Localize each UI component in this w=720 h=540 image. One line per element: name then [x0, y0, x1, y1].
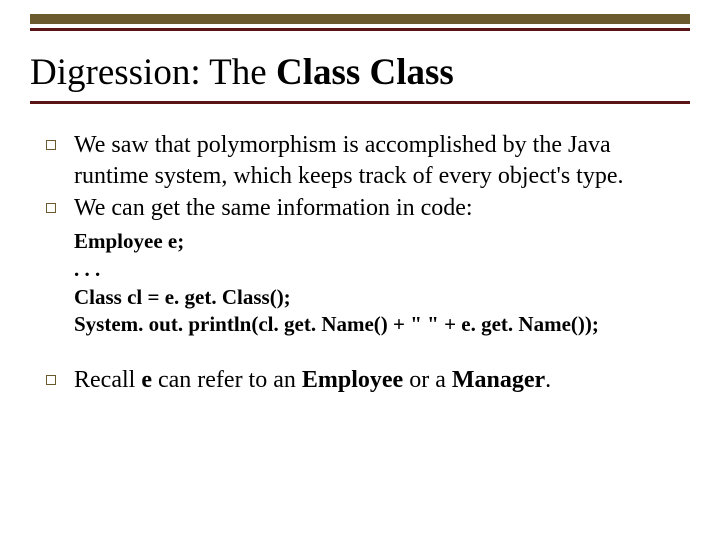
recall-employee: Employee — [302, 367, 403, 393]
bullet-marker-icon — [46, 140, 56, 150]
recall-mid1: can refer to an — [152, 367, 302, 393]
recall-manager: Manager — [452, 367, 545, 393]
title-prefix: Digression: The — [30, 52, 276, 93]
recall-e: e — [141, 367, 152, 393]
bullet-item: We can get the same information in code: — [46, 193, 690, 224]
bullet-item: Recall e can refer to an Employee or a M… — [46, 365, 690, 396]
code-line: System. out. println(cl. get. Name() + "… — [74, 311, 690, 339]
bullet-marker-icon — [46, 203, 56, 213]
code-line: Employee e; — [74, 228, 690, 256]
code-line: Class cl = e. get. Class(); — [74, 284, 690, 312]
content-area: We saw that polymorphism is accomplished… — [46, 130, 690, 398]
title-area: Digression: The Class Class — [30, 52, 690, 104]
code-block: Employee e; . . . Class cl = e. get. Cla… — [74, 228, 690, 339]
title-underline — [30, 101, 690, 104]
recall-mid2: or a — [403, 367, 452, 393]
recall-prefix: Recall — [74, 367, 141, 393]
recall-suffix: . — [545, 367, 551, 393]
code-line: . . . — [74, 256, 690, 284]
bullet-text: We saw that polymorphism is accomplished… — [74, 130, 690, 191]
bullet-marker-icon — [46, 375, 56, 385]
decorative-bar-olive — [30, 14, 690, 24]
bullet-text: We can get the same information in code: — [74, 193, 473, 224]
decorative-bar-maroon — [30, 28, 690, 31]
title-bold: Class Class — [276, 52, 454, 93]
bullet-item: We saw that polymorphism is accomplished… — [46, 130, 690, 191]
slide-title: Digression: The Class Class — [30, 52, 690, 95]
bullet-text: Recall e can refer to an Employee or a M… — [74, 365, 551, 396]
